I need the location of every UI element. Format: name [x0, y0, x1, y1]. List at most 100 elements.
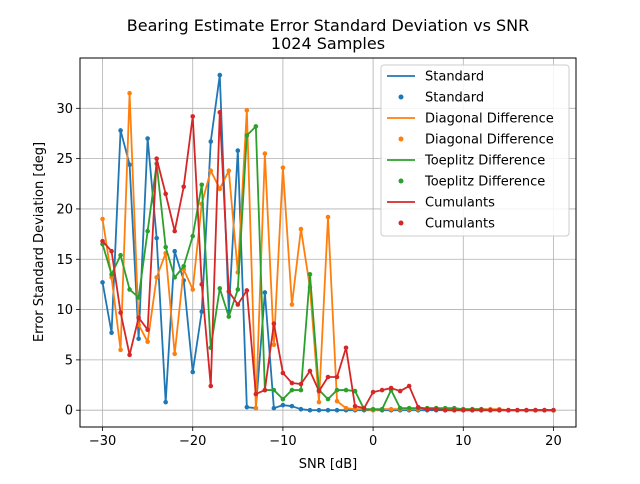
- data-point: [145, 228, 150, 234]
- data-point: [298, 387, 304, 393]
- data-point: [479, 407, 484, 413]
- data-point: [172, 275, 177, 280]
- data-point: [190, 369, 196, 375]
- data-point: [145, 136, 150, 141]
- data-point: [406, 383, 412, 389]
- data-point: [244, 108, 250, 113]
- data-point: [181, 263, 187, 269]
- data-point: [316, 388, 322, 394]
- data-point: [262, 387, 268, 393]
- data-point: [334, 374, 340, 380]
- data-point: [280, 396, 286, 402]
- y-tick-label: 15: [56, 253, 73, 268]
- data-point: [298, 406, 304, 412]
- data-point: [127, 352, 132, 358]
- data-point: [280, 165, 286, 170]
- data-point: [289, 302, 295, 307]
- data-point: [551, 407, 556, 413]
- data-point: [217, 186, 223, 192]
- data-point: [397, 405, 403, 411]
- y-tick-label: 30: [56, 102, 73, 117]
- data-point: [442, 407, 448, 413]
- data-point: [388, 385, 394, 391]
- data-point: [244, 288, 250, 293]
- data-point: [488, 407, 493, 413]
- data-point: [100, 216, 105, 222]
- x-tick-label: −30: [89, 434, 116, 449]
- x-tick-label: −20: [179, 434, 206, 449]
- data-point: [361, 405, 367, 411]
- data-point: [325, 214, 331, 220]
- data-point: [208, 139, 214, 144]
- data-point: [262, 290, 268, 295]
- data-point: [334, 387, 340, 393]
- data-point: [289, 387, 295, 393]
- legend-marker-swatch: [398, 94, 404, 100]
- data-point: [316, 399, 322, 405]
- x-axis-label: SNR [dB]: [299, 457, 357, 472]
- legend-marker-swatch: [398, 136, 404, 142]
- data-point: [271, 387, 277, 393]
- data-point: [127, 162, 132, 167]
- data-point: [397, 388, 403, 394]
- data-point: [226, 289, 232, 294]
- data-point: [334, 407, 340, 413]
- legend-label: Diagonal Difference: [425, 112, 554, 127]
- data-point: [226, 314, 232, 319]
- data-point: [190, 287, 196, 292]
- data-point: [370, 389, 376, 395]
- y-tick-label: 25: [56, 152, 73, 167]
- data-point: [208, 168, 214, 174]
- data-point: [208, 383, 214, 389]
- data-point: [379, 387, 385, 393]
- data-point: [325, 407, 331, 413]
- data-point: [172, 248, 177, 254]
- data-point: [235, 302, 241, 307]
- data-point: [289, 403, 295, 409]
- data-point: [163, 244, 168, 250]
- legend-label: Toeplitz Difference: [424, 154, 545, 169]
- data-point: [127, 90, 132, 96]
- data-point: [181, 184, 187, 190]
- x-tick-label: −10: [269, 434, 296, 449]
- y-tick-label: 5: [65, 353, 73, 368]
- data-point: [154, 235, 159, 241]
- data-point: [118, 128, 123, 133]
- data-point: [217, 286, 223, 291]
- data-point: [136, 315, 141, 320]
- axis-ticks: −30 −20 −10 0 10 20 0 5 10 15 20 25 30: [56, 102, 561, 449]
- data-point: [433, 406, 439, 412]
- data-point: [226, 168, 232, 174]
- y-axis-label: Error Standard Deviation [deg]: [32, 142, 47, 342]
- legend: Standard Standard Diagonal Difference Diago…: [380, 64, 570, 237]
- data-point: [217, 110, 223, 115]
- x-tick-label: 20: [545, 434, 562, 449]
- data-point: [289, 380, 295, 386]
- y-tick-label: 10: [56, 303, 73, 318]
- data-point: [127, 287, 132, 292]
- data-point: [370, 406, 376, 412]
- legend-label: Standard: [425, 70, 484, 85]
- data-point: [352, 388, 358, 394]
- legend-label: Diagonal Difference: [425, 133, 554, 148]
- data-point: [244, 133, 250, 138]
- data-point: [100, 280, 105, 285]
- chart-title: Bearing Estimate Error Standard Deviatio…: [127, 16, 530, 35]
- data-point: [253, 391, 259, 397]
- data-point: [316, 407, 322, 413]
- legend-label: Cumulants: [425, 196, 495, 211]
- data-point: [109, 272, 114, 277]
- data-point: [497, 407, 502, 413]
- data-point: [343, 345, 349, 351]
- data-point: [307, 368, 313, 374]
- chart-subtitle: 1024 Samples: [271, 34, 385, 53]
- y-tick-label: 20: [56, 202, 73, 217]
- data-point: [118, 252, 123, 258]
- data-point: [235, 287, 241, 292]
- data-point: [145, 327, 150, 332]
- data-point: [199, 182, 205, 188]
- data-point: [352, 403, 358, 409]
- data-point: [271, 321, 277, 326]
- data-point: [515, 407, 520, 413]
